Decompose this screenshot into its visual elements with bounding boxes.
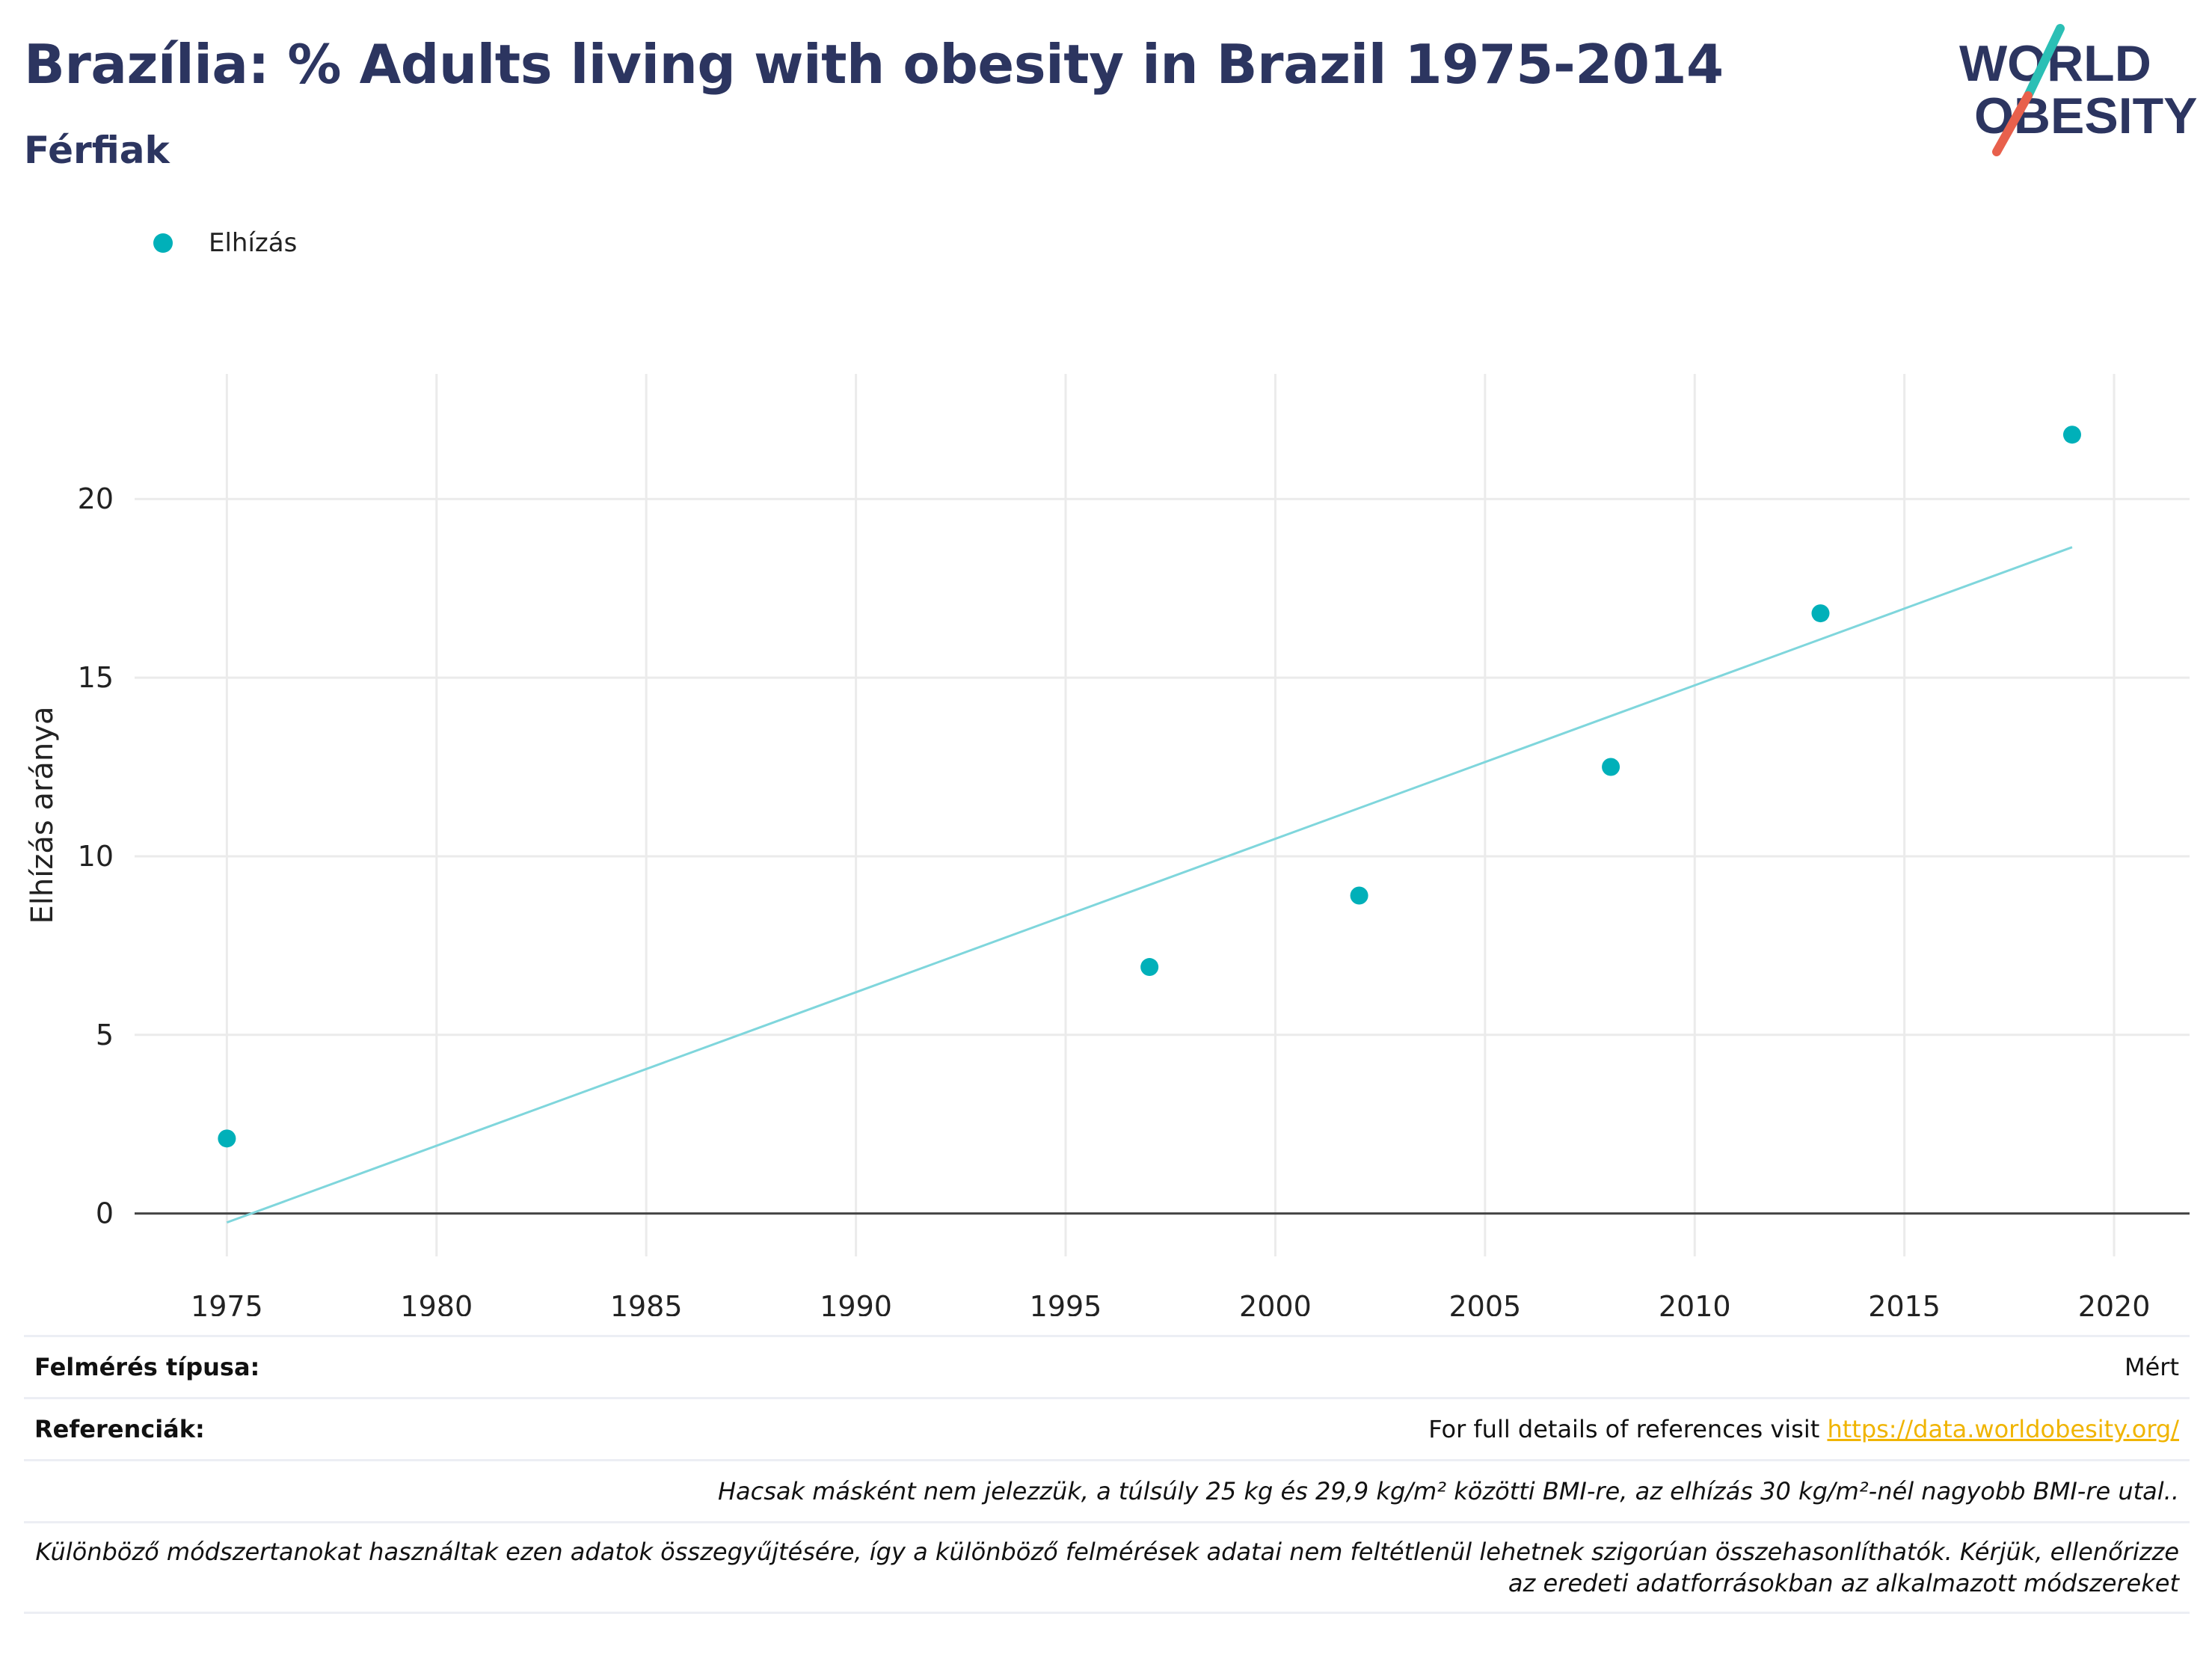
logo-word-obesity: OBESITY [1974, 87, 2198, 144]
references-info: For full details of references visit htt… [1428, 1415, 2179, 1443]
x-tick-label: 1990 [820, 1290, 892, 1316]
x-tick-label: 1995 [1030, 1290, 1102, 1316]
data-point [1350, 886, 1368, 905]
legend-label: Elhízás [209, 228, 298, 258]
legend-marker [153, 233, 173, 253]
x-tick-label: 2015 [1868, 1290, 1941, 1316]
logo-teal-slash [2024, 24, 2065, 100]
x-tick-label: 1975 [191, 1290, 263, 1316]
chart-subtitle: Férfiak [24, 129, 170, 172]
data-point [218, 1129, 236, 1148]
survey-type-label: Felmérés típusa: [34, 1353, 260, 1381]
data-point [1140, 958, 1159, 977]
x-tick-label: 2005 [1448, 1290, 1521, 1316]
world-obesity-logo: WORLD OBESITY [1959, 24, 2198, 156]
logo-red-slash [1992, 91, 2033, 156]
data-point [1811, 604, 1830, 623]
data-point [1602, 758, 1620, 776]
references-row: Referenciák: For full details of referen… [24, 1397, 2190, 1459]
methodology-note-row: Különböző módszertanokat használtak ezen… [24, 1521, 2190, 1614]
y-tick-label: 10 [78, 840, 114, 873]
y-tick-label: 15 [78, 661, 114, 694]
y-tick-label: 0 [96, 1197, 114, 1230]
data-point [2062, 426, 2081, 444]
y-tick-label: 20 [78, 482, 114, 515]
chart-title: Brazília: % Adults living with obesity i… [24, 33, 1724, 96]
methodology-note: Különböző módszertanokat használtak ezen… [35, 1538, 2179, 1597]
references-text: For full details of references visit [1428, 1415, 1828, 1443]
survey-type-value: Mért [2125, 1353, 2179, 1381]
bmi-note: Hacsak másként nem jelezzük, a túlsúly 2… [717, 1477, 2179, 1505]
x-tick-label: 2010 [1659, 1290, 1731, 1316]
references-label: Referenciák: [34, 1415, 205, 1443]
x-tick-label: 2000 [1239, 1290, 1312, 1316]
survey-type-row: Felmérés típusa: Mért [24, 1335, 2190, 1397]
y-tick-label: 5 [96, 1019, 114, 1051]
x-tick-label: 2020 [2078, 1290, 2151, 1316]
bmi-note-row: Hacsak másként nem jelezzük, a túlsúly 2… [24, 1459, 2190, 1521]
x-tick-label: 1985 [610, 1290, 683, 1316]
references-link[interactable]: https://data.worldobesity.org/ [1827, 1415, 2179, 1443]
chart-footer: Felmérés típusa: Mért Referenciák: For f… [24, 1335, 2190, 1614]
x-tick-label: 1980 [400, 1290, 473, 1316]
scatter-chart: 1975 1980 1985 1990 1995 2000 2005 2010 2015 2020… [25, 374, 2190, 1316]
y-axis-label: Elhízás aránya [25, 707, 60, 924]
trend-line [226, 546, 2073, 1224]
chart-legend[interactable]: Elhízás [153, 224, 297, 262]
